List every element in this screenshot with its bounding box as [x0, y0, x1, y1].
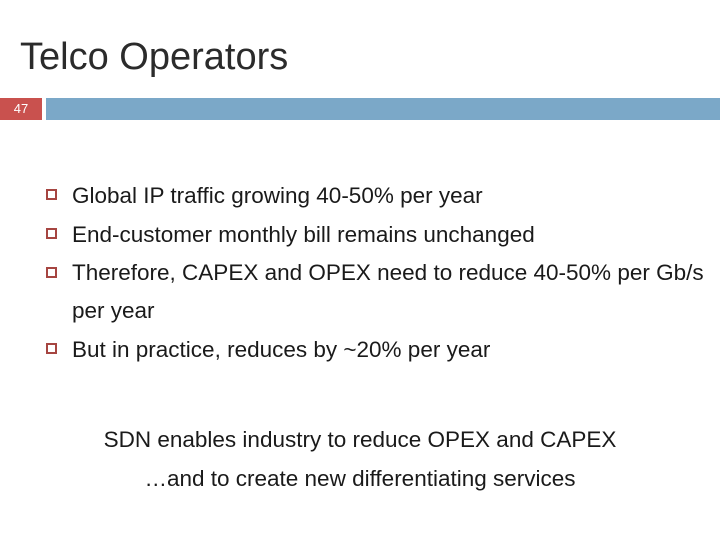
- bullet-item: Therefore, CAPEX and OPEX need to reduce…: [46, 254, 706, 330]
- takeaway-line-1: SDN enables industry to reduce OPEX and …: [103, 427, 617, 452]
- title-rule-bar: [46, 98, 720, 120]
- square-bullet-icon: [46, 343, 57, 354]
- bullet-text: End-customer monthly bill remains unchan…: [72, 222, 535, 247]
- bullet-text: Therefore, CAPEX and OPEX need to reduce…: [72, 260, 704, 323]
- bullet-item: But in practice, reduces by ~20% per yea…: [46, 330, 706, 369]
- square-bullet-icon: [46, 267, 57, 278]
- bullet-text: But in practice, reduces by ~20% per yea…: [72, 337, 491, 362]
- bullet-item: End-customer monthly bill remains unchan…: [46, 215, 706, 254]
- slide-title: Telco Operators: [20, 36, 289, 78]
- takeaway-statement: SDN enables industry to reduce OPEX and …: [0, 420, 720, 498]
- square-bullet-icon: [46, 228, 57, 239]
- square-bullet-icon: [46, 189, 57, 200]
- takeaway-line-2: …and to create new differentiating servi…: [144, 466, 576, 491]
- slide-number-badge: 47: [0, 98, 42, 120]
- bullet-item: Global IP traffic growing 40-50% per yea…: [46, 176, 706, 215]
- bullet-list: Global IP traffic growing 40-50% per yea…: [46, 176, 706, 369]
- bullet-text: Global IP traffic growing 40-50% per yea…: [72, 183, 483, 208]
